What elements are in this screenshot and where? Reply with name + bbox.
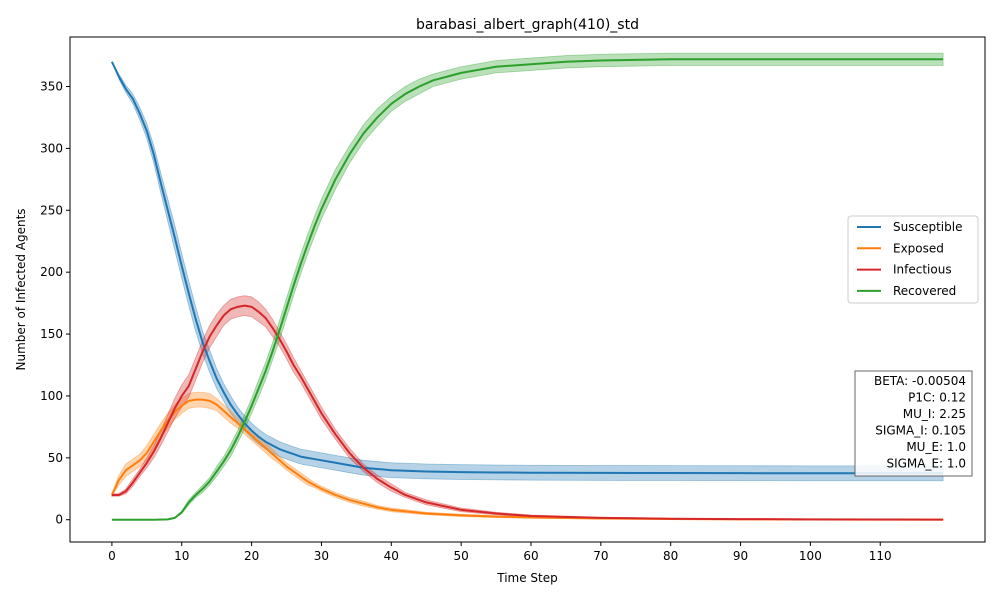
parameter-line: P1C: 0.12 [908,391,966,405]
legend-label-exposed: Exposed [893,241,944,255]
parameter-line: MU_E: 1.0 [906,440,966,454]
legend: Susceptible Exposed Infectious Recovered [847,215,979,304]
y-axis-ticks: 0 50 100 150 200 250 300 350 [40,80,70,527]
legend-label-susceptible: Susceptible [893,220,962,234]
x-axis-label: Time Step [496,571,558,585]
legend-box [847,215,979,304]
y-tick-label: 250 [40,203,63,217]
parameter-line: SIGMA_E: 1.0 [886,457,966,471]
plot-frame [69,36,986,543]
x-tick-label: 80 [663,549,678,563]
susceptible-line [111,61,944,475]
y-tick-label: 350 [40,80,63,94]
y-tick-label: 100 [40,389,63,403]
x-axis-ticks: 0 10 20 30 40 50 60 70 80 90 100 110 [108,542,892,563]
x-tick-label: 100 [799,549,822,563]
x-tick-label: 30 [314,549,329,563]
recovered-line [111,58,944,521]
y-tick-label: 300 [40,141,63,155]
infectious-line [111,304,944,521]
parameters-frame [854,370,973,477]
x-tick-label: 70 [593,549,608,563]
y-tick-label: 50 [48,451,63,465]
series-lines [111,58,944,521]
legend-label-infectious: Infectious [893,263,952,277]
std-bands [111,52,944,521]
parameter-line: MU_I: 2.25 [903,407,966,421]
x-tick-label: 110 [869,549,892,563]
exposed-line [111,398,944,521]
parameters-box: BETA: -0.00504 P1C: 0.12 MU_I: 2.25 SIGMA_I… [854,370,973,477]
y-tick-label: 200 [40,265,63,279]
x-tick-label: 60 [523,549,538,563]
x-tick-label: 40 [384,549,399,563]
x-tick-label: 50 [454,549,469,563]
x-tick-label: 90 [733,549,748,563]
x-tick-label: 10 [174,549,189,563]
y-tick-label: 150 [40,327,63,341]
recovered-std-band [111,52,944,521]
x-tick-label: 20 [244,549,259,563]
parameter-line: SIGMA_I: 0.105 [875,424,966,438]
y-tick-label: 0 [55,513,63,527]
chart-title: barabasi_albert_graph(410)_std [416,17,639,33]
x-tick-label: 0 [108,549,116,563]
parameter-line: BETA: -0.00504 [874,374,966,388]
y-axis-label: Number of Infected Agents [14,208,28,370]
legend-label-recovered: Recovered [893,284,956,298]
